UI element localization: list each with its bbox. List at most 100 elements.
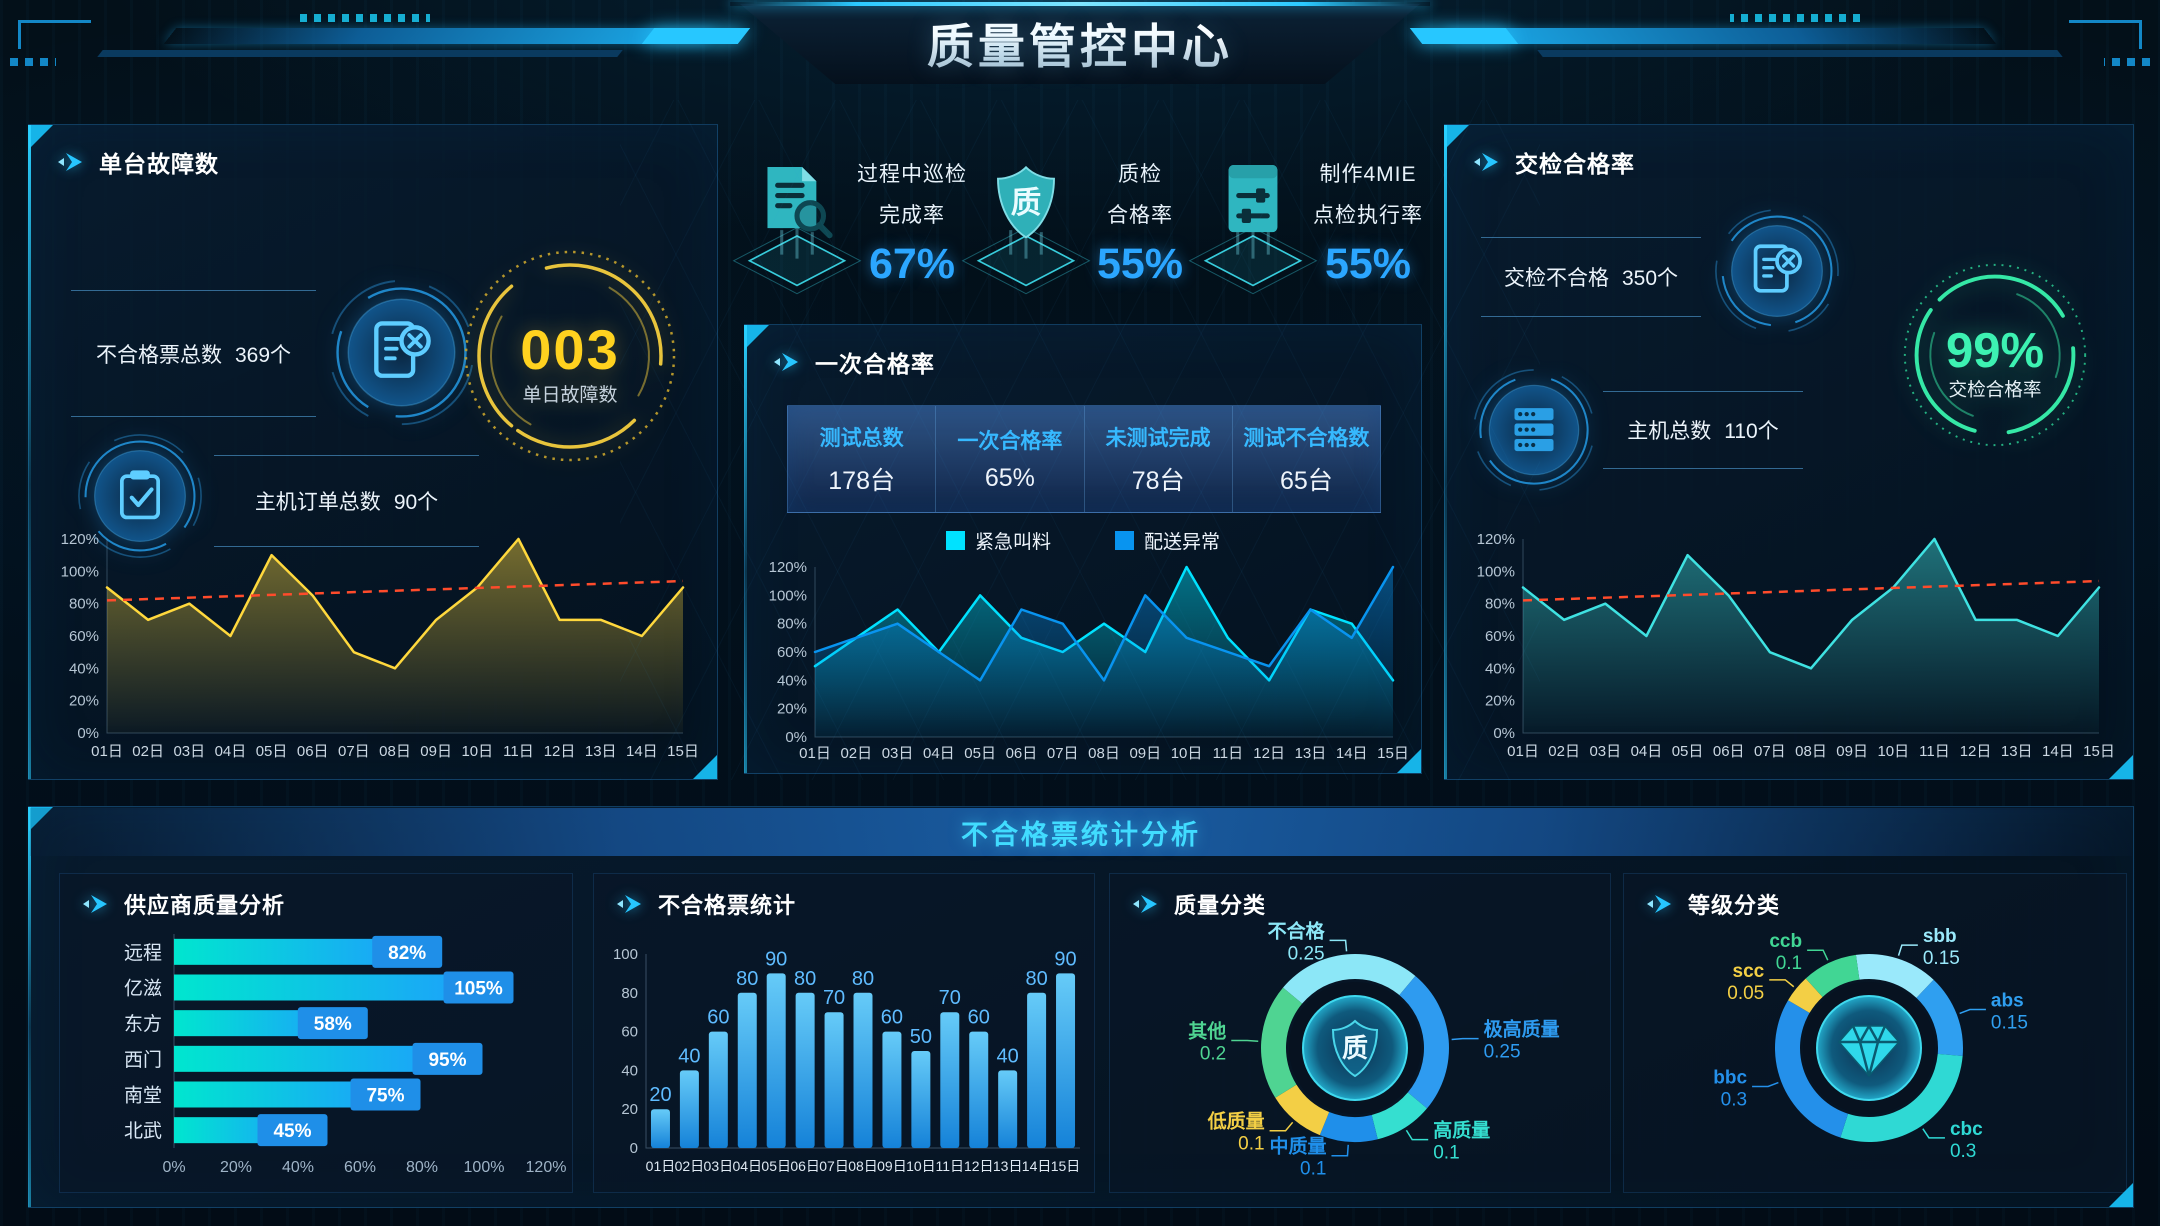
column-value: 178台 [828,466,895,495]
svg-text:远程: 远程 [124,942,162,964]
kpi-quality-pass: 质 质检 合格率 55% [961,134,1196,310]
subpanel-grade-classification: 等级分类 sbb 0.15 abs 0.15 cbc 0.3 bbc 0.3 scc 0.05 cc… [1623,873,2127,1193]
svg-text:45%: 45% [273,1121,311,1142]
daily-fault-area-chart[interactable]: 0% 20% 40% 60% 80% 100% 120% 01日 02日 03日 04日 05日 06日… [49,525,699,765]
svg-text:14日: 14日 [1022,1158,1052,1174]
daily-fault-gauge: 003 单日故障数 [457,243,683,469]
svg-text:06日: 06日 [1713,743,1745,760]
svg-text:60: 60 [707,1007,729,1029]
panel-first-pass-rate: 一次合格率 测试总数 178台 一次合格率 65% 未测试完成 78台 测试不合… [744,324,1422,774]
document-x-icon [1711,205,1843,337]
svg-text:05日: 05日 [256,743,288,760]
subpanel-ticket-stats: 不合格票统计 0 20 40 60 80 100 20 01日 40 02日 60 03日 80 04日 9… [593,873,1095,1193]
arrow-icon [617,895,641,913]
svg-text:0.05: 0.05 [1727,983,1764,1004]
legend-item-urgent[interactable]: 紧急叫料 [945,527,1051,554]
kpi-label-line2: 合格率 [1107,203,1173,227]
svg-text:04日: 04日 [215,743,247,760]
svg-text:100%: 100% [1477,563,1515,580]
supplier-bar-chart[interactable]: 远程 82% 亿滋 105% 东方 58% 西门 95% 南堂 75% 北武 45% 0% 20% 40% 6… [74,930,566,1178]
inspection-pass-gauge: 99% 交检合格率 [1897,257,2093,453]
arrow-icon [1647,895,1671,913]
svg-text:11日: 11日 [503,743,534,760]
daily-fault-count: 003 [520,318,619,381]
svg-text:80%: 80% [1485,596,1515,613]
svg-text:0%: 0% [1493,725,1515,742]
svg-text:scc: scc [1733,961,1765,982]
svg-text:95%: 95% [428,1050,466,1071]
kpi-value: 67% [868,240,956,289]
svg-text:08日: 08日 [848,1158,878,1174]
subpanel-quality-classification: 质量分类 质不合格 0.25 极高质量 0.25 高质量 0.1 中质量 0.1 低质量 0.1 其… [1109,873,1611,1193]
stat-label: 主机总数 [1627,420,1712,443]
svg-text:70: 70 [823,987,845,1009]
svg-text:13日: 13日 [585,743,617,760]
svg-text:亿滋: 亿滋 [124,978,162,1000]
stat-host-orders: 主机订单总数 90个 [214,455,479,547]
column-value: 65台 [1279,466,1333,495]
legend-item-delivery[interactable]: 配送异常 [1115,527,1220,554]
svg-text:10日: 10日 [461,743,493,760]
kpi-value: 55% [1096,240,1184,289]
legend-swatch [1115,531,1134,550]
checklist-sliders-icon [1188,164,1318,295]
svg-text:13日: 13日 [2001,743,2033,760]
stat-host-total: 主机总数 110个 [1603,391,1803,469]
svg-text:75%: 75% [366,1086,404,1107]
column-header: 一次合格率 [957,430,1063,453]
svg-text:09日: 09日 [420,743,452,760]
svg-text:80%: 80% [69,596,99,613]
inspection-area-chart[interactable]: 0% 20% 40% 60% 80% 100% 120% 01日 02日 03日 04日 05日 06日… [1465,525,2115,765]
svg-text:80: 80 [852,968,874,990]
svg-text:01日: 01日 [646,1158,676,1174]
svg-text:100%: 100% [769,587,807,604]
subpanel-title-row: 质量分类 [1130,888,1266,920]
column-value: 65% [984,464,1035,492]
quality-donut-chart[interactable]: 质不合格 0.25 极高质量 0.25 高质量 0.1 中质量 0.1 低质量 0.1 其他 0.2 [1110,908,1610,1190]
svg-text:14日: 14日 [626,743,658,760]
stat-label: 主机订单总数 [254,491,381,514]
subpanel-supplier-quality: 供应商质量分析 远程 82% 亿滋 105% 东方 58% 西门 95% 南堂 75% 北武 45% 0… [59,873,573,1193]
svg-text:0%: 0% [77,725,99,742]
stat-label: 不合格票总数 [95,343,222,367]
svg-text:20%: 20% [69,693,99,710]
svg-text:0.1: 0.1 [1433,1143,1459,1164]
table-column: 未测试完成 78台 [1083,406,1232,512]
title-plaque-line [730,2,1430,6]
kpi-patrol-completion: 过程中巡检 完成率 67% [732,134,968,310]
svg-text:07日: 07日 [819,1158,849,1174]
ticket-bar-chart[interactable]: 0 20 40 60 80 100 20 01日 40 02日 60 03日 80 04日 90 05日 80 0… [600,924,1088,1180]
svg-text:0.1: 0.1 [1300,1159,1326,1180]
svg-text:60: 60 [621,1024,638,1041]
subpanel-title-row: 供应商质量分析 [80,888,285,920]
legend-swatch [945,531,965,550]
svg-text:06日: 06日 [297,743,329,760]
svg-text:03日: 03日 [1589,743,1621,760]
svg-text:02日: 02日 [840,745,872,762]
svg-text:60%: 60% [344,1159,376,1176]
svg-text:02日: 02日 [675,1158,705,1174]
svg-text:12日: 12日 [544,743,576,760]
svg-text:08日: 08日 [1795,743,1827,760]
svg-text:03日: 03日 [704,1158,734,1174]
subpanel-title: 质量分类 [1174,893,1267,918]
section-title: 不合格票统计分析 [961,819,1201,850]
grade-donut-chart[interactable]: sbb 0.15 abs 0.15 cbc 0.3 bbc 0.3 scc 0.05 ccb 0.1 [1624,908,2124,1190]
stat-value: 350个 [1621,267,1679,290]
svg-text:中质量: 中质量 [1269,1135,1326,1158]
svg-text:13日: 13日 [1295,745,1327,762]
svg-text:低质量: 低质量 [1207,1110,1265,1133]
first-pass-area-chart[interactable]: 0% 20% 40% 60% 80% 100% 120% 01日 02日 03日 04日 05日 06日… [757,557,1409,767]
patrol-doc-magnifier-icon [732,167,862,295]
svg-text:质: 质 [1342,1033,1368,1063]
panel-single-unit-faults: 单台故障数 不合格票总数 369个 003 单日故障数 [28,124,718,780]
svg-text:质: 质 [1011,186,1042,220]
svg-text:80: 80 [621,985,638,1002]
svg-text:20%: 20% [220,1159,252,1176]
svg-text:0.1: 0.1 [1776,953,1802,974]
svg-text:15日: 15日 [667,743,699,760]
svg-text:40: 40 [678,1045,700,1067]
svg-text:0.15: 0.15 [1991,1013,2028,1034]
svg-text:01日: 01日 [799,745,831,762]
